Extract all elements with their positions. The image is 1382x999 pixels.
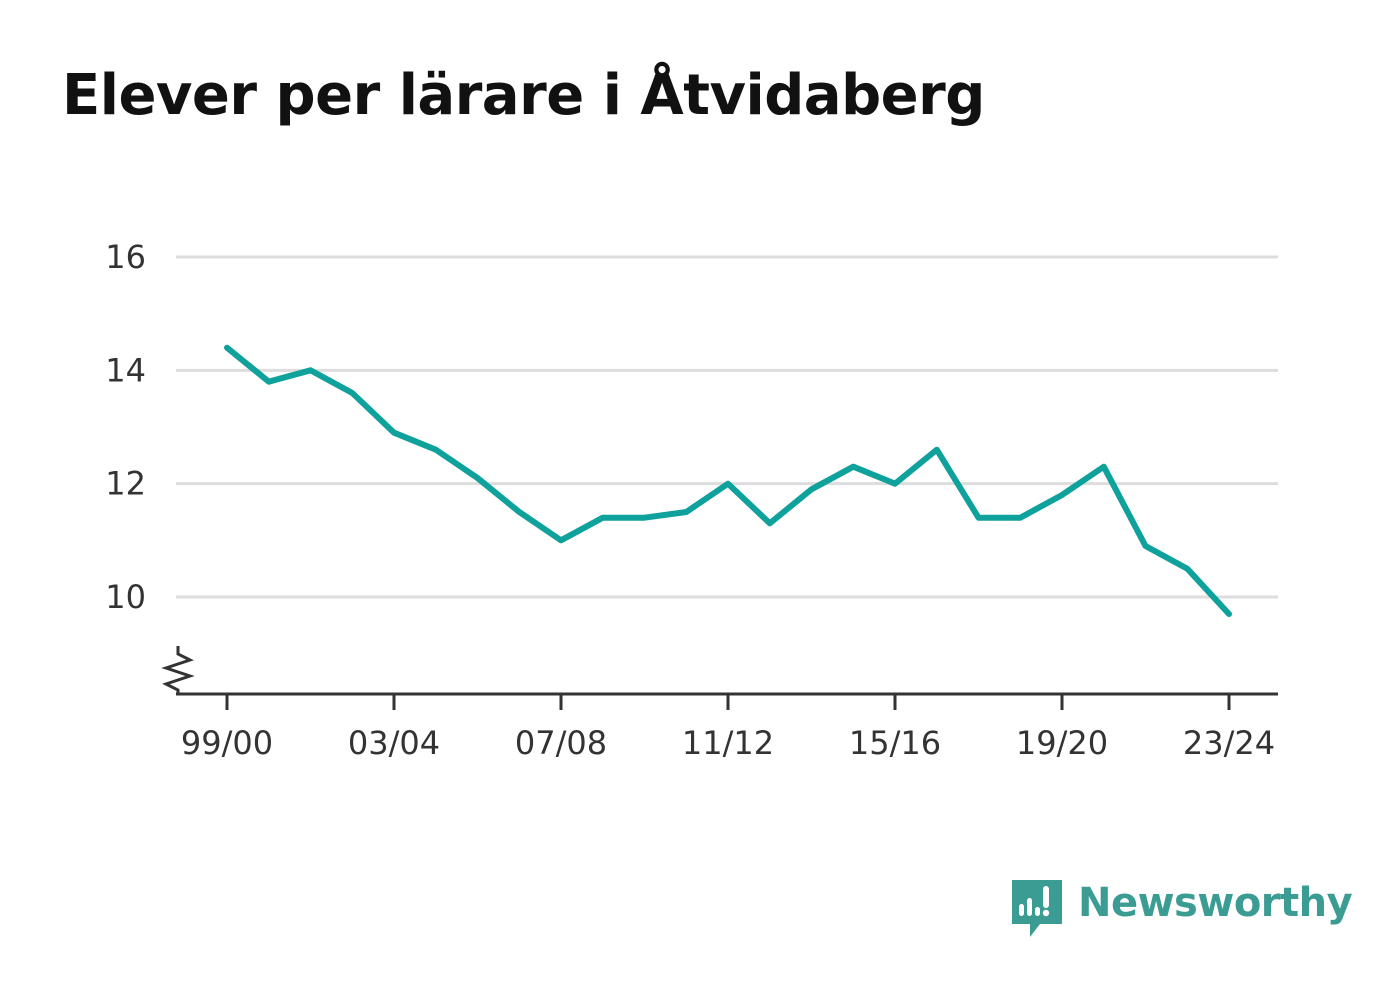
x-tick-label: 23/24 [1183,724,1275,762]
x-axis [161,646,1278,696]
y-tick-label: 16 [105,238,146,276]
x-tick-label: 15/16 [849,724,941,762]
chart-title: Elever per lärare i Åtvidaberg [62,63,985,128]
x-tick-label: 07/08 [515,724,607,762]
y-axis-ticks: 10 12 14 16 [105,238,146,616]
newsworthy-logo-icon [1012,880,1062,937]
series-layer [224,344,1232,617]
brand-name: Newsworthy [1078,880,1353,926]
y-tick-label: 14 [105,351,146,389]
x-tick-label: 11/12 [682,724,774,762]
x-tick-label: 99/00 [181,724,273,762]
series-line [224,344,1232,617]
y-tick-label: 12 [105,465,146,503]
x-tick-label: 03/04 [348,724,440,762]
brand-footer: Newsworthy [1012,880,1353,940]
x-axis-ticks: 99/00 03/04 07/08 11/12 15/16 19/20 23/24 [181,694,1275,762]
y-tick-label: 10 [105,578,146,616]
x-tick-label: 19/20 [1016,724,1108,762]
gridlines [176,255,1278,599]
y-axis-break-icon [161,646,195,694]
